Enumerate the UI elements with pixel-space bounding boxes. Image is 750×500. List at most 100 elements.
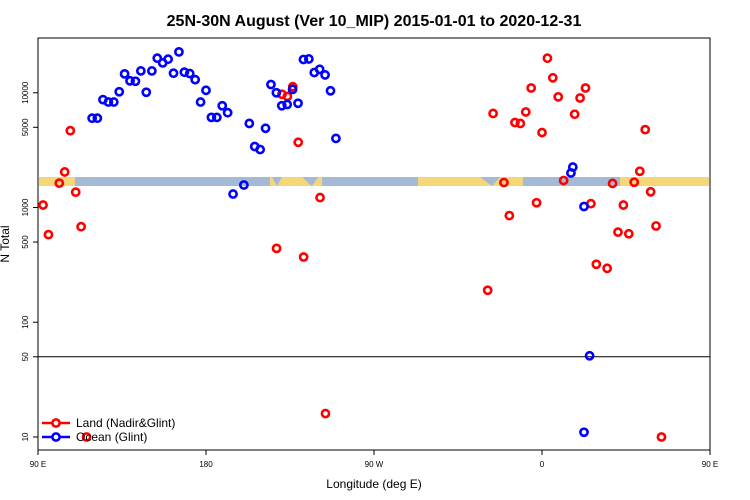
plot-frame [37, 37, 711, 451]
x-tick-label: 90 W [365, 460, 384, 469]
ocean-point [266, 79, 276, 90]
land-point [591, 259, 602, 270]
ocean-point [244, 118, 255, 129]
y-tick-label: 5000 [21, 118, 30, 136]
land-point [531, 197, 542, 208]
ocean-point [303, 54, 314, 64]
legend-marker [51, 432, 61, 442]
ocean-point [276, 100, 287, 111]
land-point [282, 91, 293, 102]
x-axis: 90 E 180 90 W 0 90 E [30, 450, 718, 469]
legend: Land (Nadir&Glint)Ocean (Glint) [42, 416, 175, 444]
land-point [623, 228, 634, 239]
land-point [59, 167, 70, 177]
land-series [38, 53, 667, 442]
ocean-point [271, 87, 282, 98]
land-point [70, 187, 81, 198]
ocean-point [146, 66, 157, 76]
ocean-point [168, 68, 179, 79]
ocean-point [92, 113, 103, 124]
y-tick-label: 500 [21, 235, 30, 249]
land-point [81, 432, 92, 442]
land-point [607, 178, 618, 189]
land-point [43, 229, 54, 240]
land-point [537, 127, 547, 138]
ocean-point [87, 113, 98, 124]
ocean-point [282, 99, 293, 110]
land-point [520, 107, 531, 117]
ocean-point [584, 350, 595, 361]
y-axis-label: N Total [0, 225, 12, 262]
ocean-point [260, 123, 271, 134]
land-point [65, 125, 76, 136]
ocean-point [579, 427, 589, 438]
ocean-point [114, 86, 125, 97]
x-tick-label: 90 E [702, 460, 718, 469]
chart-title: 25N-30N August (Ver 10_MIP) 2015-01-01 t… [167, 13, 582, 30]
land-point [575, 93, 585, 103]
ocean-point [141, 87, 152, 98]
land-point [613, 227, 623, 238]
ocean-band [75, 177, 270, 186]
ocean-point [179, 67, 190, 78]
ocean-point [184, 68, 195, 79]
ocean-point [228, 189, 238, 199]
x-tick-label: 90 E [30, 460, 46, 469]
land-point [602, 263, 613, 274]
legend-label: Land (Nadir&Glint) [76, 416, 175, 430]
ocean-point [108, 97, 119, 107]
land-point [651, 221, 661, 231]
y-tick-label: 1000 [21, 198, 30, 216]
y-tick-label: 10 [21, 432, 30, 441]
ocean-point [174, 46, 184, 57]
land-point [298, 252, 309, 262]
land-point [54, 178, 65, 189]
land-point [629, 177, 640, 188]
land-point [271, 243, 282, 254]
ocean-point [119, 68, 130, 79]
land-point [558, 175, 569, 186]
land-point [580, 83, 591, 93]
x-axis-label: Longitude (deg E) [326, 477, 421, 491]
ocean-point [238, 180, 249, 190]
ocean-point [567, 162, 578, 172]
ocean-series [87, 46, 595, 438]
ocean-point [579, 201, 589, 212]
land-point [645, 186, 656, 197]
ocean-point [103, 97, 114, 107]
y-tick-label: 100 [21, 315, 30, 329]
legend-marker [51, 418, 61, 428]
y-tick-label: 10000 [21, 81, 30, 104]
ocean-point [163, 54, 174, 65]
ocean-point [331, 133, 341, 144]
ocean-band [322, 177, 418, 186]
land-point [526, 83, 537, 93]
ocean-point [320, 70, 330, 80]
land-point [315, 192, 325, 203]
ocean-point [314, 64, 325, 75]
land-point [634, 166, 645, 177]
x-tick-label: 180 [199, 460, 213, 469]
ocean-point [125, 75, 135, 86]
ocean-band [480, 177, 500, 186]
ocean-point [222, 107, 233, 118]
ocean-band [272, 177, 282, 186]
y-tick-label: 50 [21, 352, 30, 361]
ocean-band [523, 177, 620, 186]
land-point [38, 200, 48, 210]
land-point [76, 221, 87, 232]
ocean-point [298, 54, 309, 65]
ocean-point [217, 100, 228, 111]
ocean-point [206, 112, 217, 123]
land-point [504, 210, 515, 221]
ocean-point [152, 53, 163, 64]
ocean-point [287, 84, 298, 95]
land-point [293, 137, 304, 148]
ocean-point [190, 74, 201, 85]
land-point [618, 200, 629, 210]
ocean-point [130, 76, 141, 87]
ocean-point [195, 97, 206, 107]
land-point [547, 72, 558, 83]
land-point [499, 177, 509, 188]
ocean-point [211, 112, 222, 123]
